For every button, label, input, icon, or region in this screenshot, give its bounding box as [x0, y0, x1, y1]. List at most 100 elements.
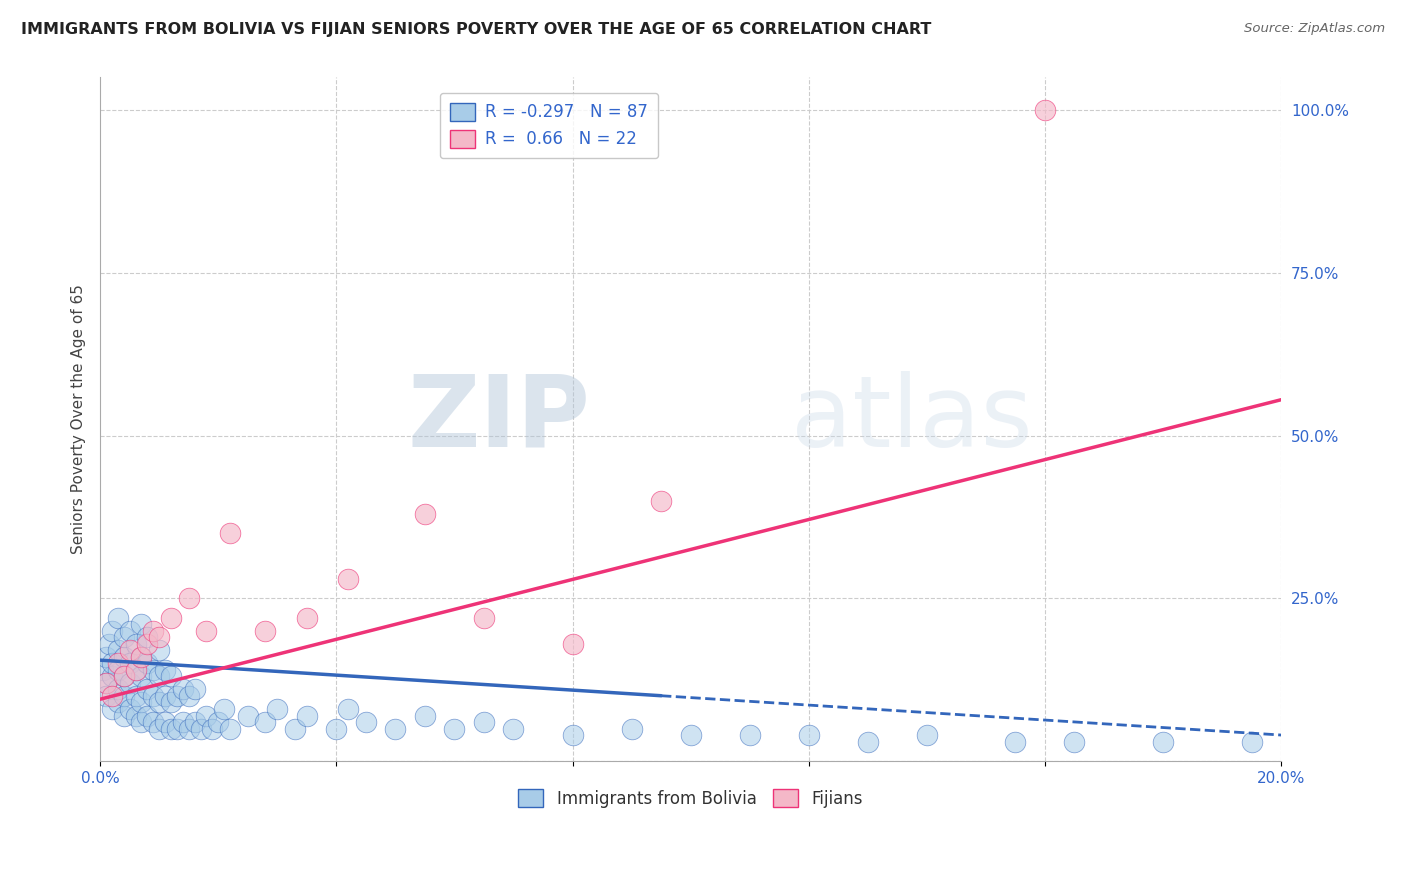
Point — [148, 643, 170, 657]
Point — [98, 637, 121, 651]
Point — [212, 702, 235, 716]
Text: Source: ZipAtlas.com: Source: ZipAtlas.com — [1244, 22, 1385, 36]
Point — [142, 624, 165, 638]
Point — [219, 526, 242, 541]
Point — [153, 663, 176, 677]
Point — [118, 643, 141, 657]
Point — [620, 722, 643, 736]
Point — [148, 669, 170, 683]
Point — [148, 696, 170, 710]
Point — [136, 657, 159, 671]
Point — [284, 722, 307, 736]
Point — [94, 676, 117, 690]
Point — [131, 714, 153, 729]
Point — [160, 669, 183, 683]
Point — [337, 572, 360, 586]
Point — [413, 507, 436, 521]
Point — [266, 702, 288, 716]
Point — [254, 624, 277, 638]
Point — [650, 493, 672, 508]
Point — [207, 714, 229, 729]
Point — [195, 708, 218, 723]
Point — [172, 714, 194, 729]
Point — [101, 624, 124, 638]
Point — [183, 714, 205, 729]
Point — [112, 631, 135, 645]
Point — [124, 708, 146, 723]
Point — [112, 669, 135, 683]
Text: atlas: atlas — [792, 371, 1032, 467]
Point — [1033, 103, 1056, 117]
Point — [413, 708, 436, 723]
Point — [153, 689, 176, 703]
Point — [561, 728, 583, 742]
Point — [679, 728, 702, 742]
Point — [124, 689, 146, 703]
Point — [177, 689, 200, 703]
Point — [131, 669, 153, 683]
Point — [136, 682, 159, 697]
Point — [148, 722, 170, 736]
Point — [131, 649, 153, 664]
Point — [107, 611, 129, 625]
Point — [295, 611, 318, 625]
Point — [190, 722, 212, 736]
Point — [118, 624, 141, 638]
Point — [101, 669, 124, 683]
Point — [107, 643, 129, 657]
Point — [101, 689, 124, 703]
Point — [118, 657, 141, 671]
Point — [254, 714, 277, 729]
Point — [177, 591, 200, 606]
Point — [195, 624, 218, 638]
Point — [738, 728, 761, 742]
Point — [118, 676, 141, 690]
Point — [112, 708, 135, 723]
Point — [1152, 734, 1174, 748]
Point — [94, 676, 117, 690]
Point — [166, 689, 188, 703]
Point — [915, 728, 938, 742]
Point — [183, 682, 205, 697]
Point — [136, 631, 159, 645]
Point — [101, 702, 124, 716]
Point — [295, 708, 318, 723]
Point — [118, 702, 141, 716]
Point — [107, 682, 129, 697]
Point — [1240, 734, 1263, 748]
Point — [112, 649, 135, 664]
Point — [502, 722, 524, 736]
Point — [172, 682, 194, 697]
Point — [166, 722, 188, 736]
Point — [142, 714, 165, 729]
Point — [325, 722, 347, 736]
Point — [94, 649, 117, 664]
Text: IMMIGRANTS FROM BOLIVIA VS FIJIAN SENIORS POVERTY OVER THE AGE OF 65 CORRELATION: IMMIGRANTS FROM BOLIVIA VS FIJIAN SENIOR… — [21, 22, 931, 37]
Point — [107, 663, 129, 677]
Point — [1063, 734, 1085, 748]
Point — [236, 708, 259, 723]
Point — [1004, 734, 1026, 748]
Point — [131, 617, 153, 632]
Point — [561, 637, 583, 651]
Text: ZIP: ZIP — [408, 371, 591, 467]
Point — [354, 714, 377, 729]
Point — [160, 722, 183, 736]
Point — [472, 714, 495, 729]
Point — [148, 631, 170, 645]
Point — [131, 649, 153, 664]
Point — [112, 669, 135, 683]
Point — [219, 722, 242, 736]
Point — [91, 663, 114, 677]
Point — [124, 663, 146, 677]
Point — [101, 657, 124, 671]
Point — [443, 722, 465, 736]
Point — [107, 696, 129, 710]
Point — [112, 689, 135, 703]
Point — [201, 722, 224, 736]
Point — [160, 696, 183, 710]
Point — [337, 702, 360, 716]
Point — [94, 689, 117, 703]
Y-axis label: Seniors Poverty Over the Age of 65: Seniors Poverty Over the Age of 65 — [72, 285, 86, 554]
Point — [142, 663, 165, 677]
